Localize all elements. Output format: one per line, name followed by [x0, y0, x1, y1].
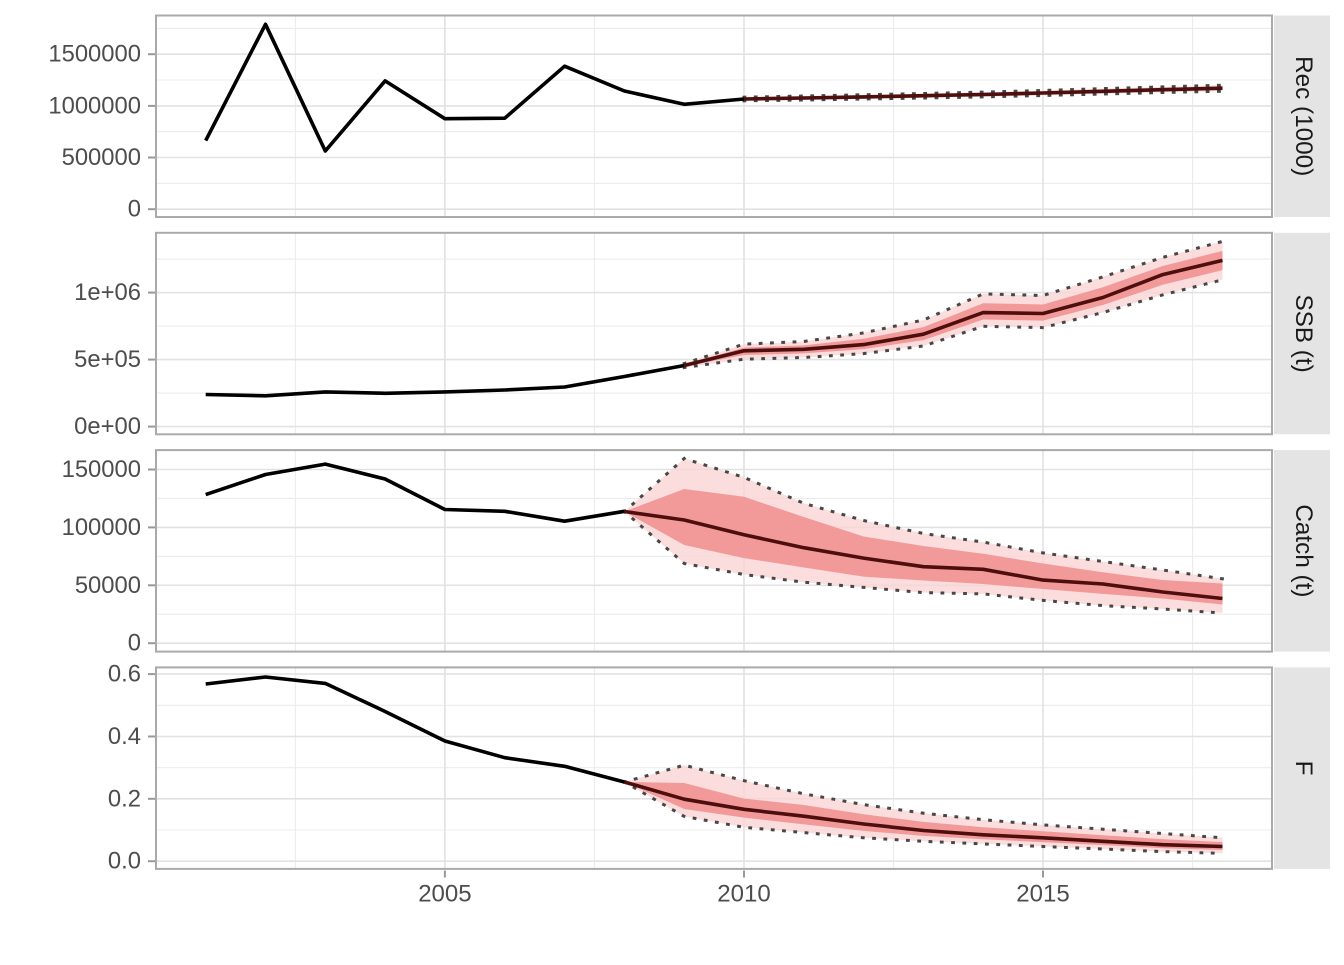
svg-text:0.6: 0.6: [108, 661, 141, 688]
svg-text:0e+00: 0e+00: [74, 413, 141, 440]
svg-text:SSB (t): SSB (t): [1290, 294, 1317, 372]
svg-text:0: 0: [128, 630, 141, 657]
svg-text:1500000: 1500000: [48, 41, 141, 68]
svg-text:0.4: 0.4: [108, 723, 141, 750]
svg-text:150000: 150000: [62, 456, 141, 483]
svg-text:1000000: 1000000: [48, 92, 141, 119]
svg-text:0.2: 0.2: [108, 785, 141, 812]
svg-text:Catch (t): Catch (t): [1290, 504, 1317, 597]
svg-text:500000: 500000: [62, 144, 141, 171]
svg-text:Rec (1000): Rec (1000): [1290, 56, 1317, 176]
svg-text:0: 0: [128, 196, 141, 223]
svg-text:5e+05: 5e+05: [74, 346, 141, 373]
svg-text:2015: 2015: [1016, 881, 1069, 908]
svg-text:2010: 2010: [717, 881, 770, 908]
svg-text:2005: 2005: [418, 881, 471, 908]
svg-text:1e+06: 1e+06: [74, 279, 141, 306]
svg-text:0.0: 0.0: [108, 848, 141, 875]
svg-text:F: F: [1290, 761, 1317, 776]
svg-text:50000: 50000: [75, 572, 141, 599]
svg-text:100000: 100000: [62, 514, 141, 541]
